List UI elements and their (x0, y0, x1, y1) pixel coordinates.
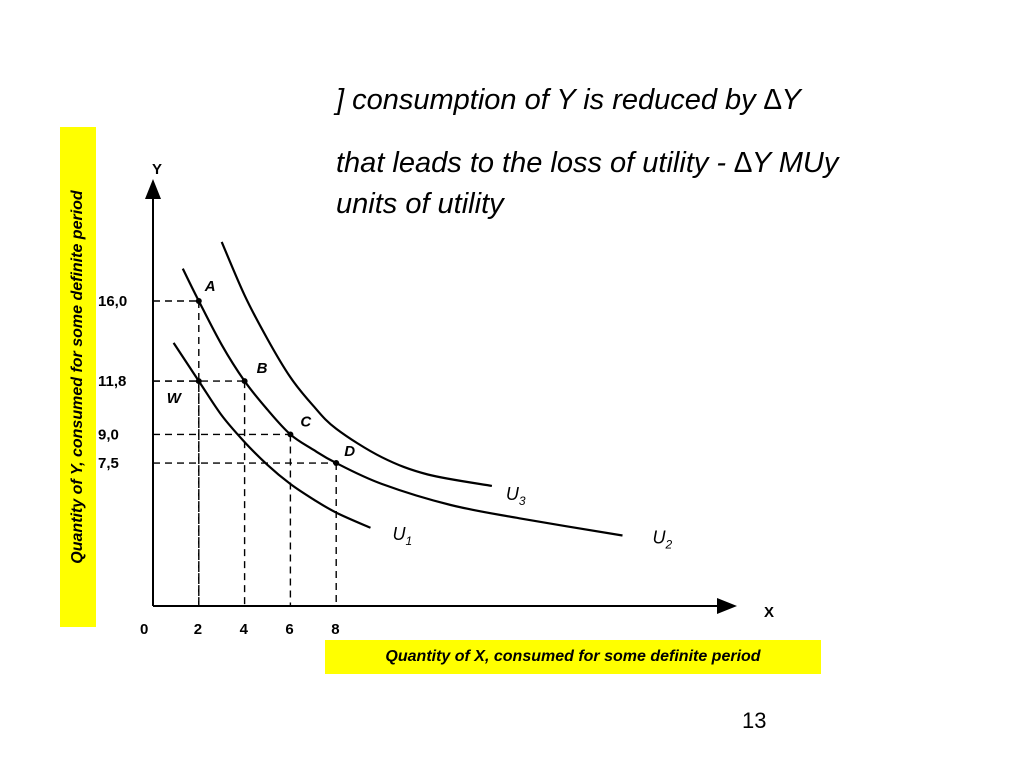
point-a (195, 298, 202, 304)
point-label-c: C (300, 413, 312, 430)
point-c (287, 431, 294, 438)
curve-label-u2: U2 (652, 527, 672, 551)
text-line-3: units of utility (336, 188, 504, 220)
tick-labels: 2 4 6 8 16,0 11,8 9,0 7,5 (98, 293, 340, 638)
point-b (241, 378, 248, 385)
text-line-2: that leads to the loss of utility - ∆Y M… (336, 147, 839, 179)
curve-u2 (181, 268, 623, 537)
x-tick-label: 2 (194, 621, 202, 638)
guide-lines (153, 300, 337, 606)
curve-u1 (172, 342, 371, 529)
y-tick-label: 7,5 (98, 455, 119, 472)
point-label-d: D (344, 443, 355, 460)
point-w (195, 378, 202, 385)
origin-label: 0 (140, 621, 148, 638)
y-axis-caption-highlight (60, 127, 96, 627)
x-axis-caption: Quantity of X, consumed for some definit… (385, 648, 761, 665)
y-tick-label: 11,8 (98, 373, 126, 390)
x-axis-letter: X (764, 604, 774, 621)
point-label-a: A (204, 278, 216, 295)
indifference-curves: U1 U2 U3 (172, 241, 672, 551)
y-axis-letter: Y (152, 161, 162, 178)
x-tick-label: 4 (240, 621, 249, 638)
curve-u3 (220, 241, 493, 487)
x-axis-caption-highlight (325, 640, 821, 674)
text-line-1: ] consumption of Y is reduced by ∆Y (336, 84, 801, 116)
point-label-w: W (167, 390, 183, 407)
x-tick-label: 8 (331, 621, 339, 638)
page-number: 13 (742, 708, 767, 733)
x-tick-label: 6 (285, 621, 293, 638)
y-tick-label: 9,0 (98, 426, 119, 443)
point-label-b: B (257, 360, 268, 377)
bundle-points: A B C D W (167, 278, 355, 467)
point-d (333, 460, 340, 467)
axes: Y X 0 (140, 161, 774, 638)
curve-label-u1: U1 (393, 524, 413, 548)
curve-label-u3: U3 (506, 484, 526, 508)
y-tick-label: 16,0 (98, 293, 127, 310)
